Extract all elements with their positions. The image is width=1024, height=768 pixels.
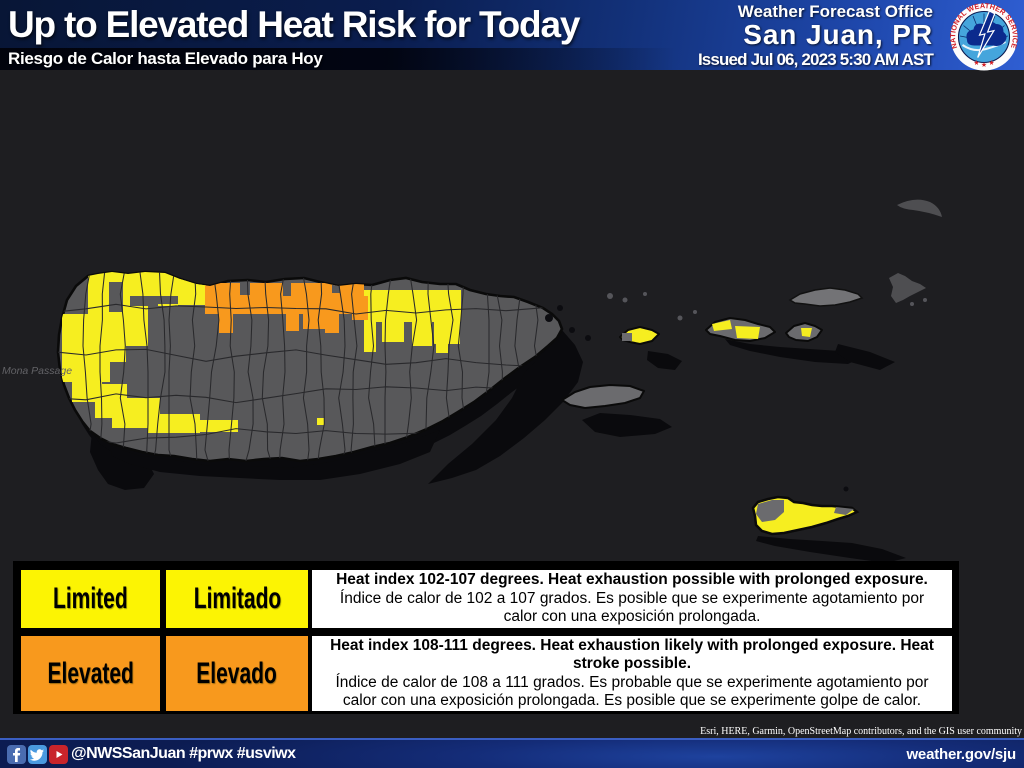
svg-text:★: ★ — [981, 61, 987, 69]
svg-text:Mona Passage: Mona Passage — [2, 365, 72, 377]
svg-text:★: ★ — [973, 59, 979, 67]
svg-text:★: ★ — [988, 59, 994, 67]
